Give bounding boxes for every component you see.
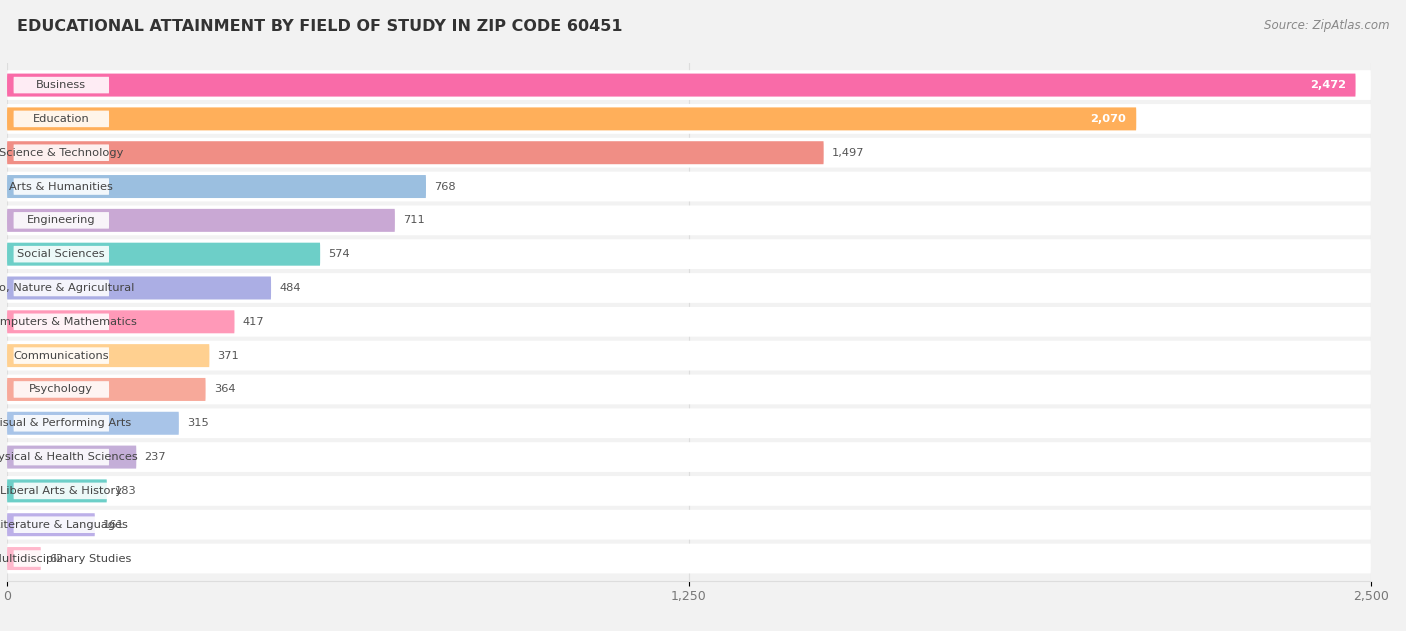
FancyBboxPatch shape <box>14 110 110 127</box>
FancyBboxPatch shape <box>7 544 1371 574</box>
FancyBboxPatch shape <box>7 104 1371 134</box>
Text: 1,497: 1,497 <box>832 148 865 158</box>
Text: Education: Education <box>32 114 90 124</box>
FancyBboxPatch shape <box>7 307 1371 337</box>
FancyBboxPatch shape <box>7 74 1355 97</box>
Text: Science & Technology: Science & Technology <box>0 148 124 158</box>
Text: Psychology: Psychology <box>30 384 93 394</box>
Text: 2,070: 2,070 <box>1091 114 1126 124</box>
Text: 574: 574 <box>329 249 350 259</box>
FancyBboxPatch shape <box>7 378 205 401</box>
FancyBboxPatch shape <box>7 138 1371 168</box>
FancyBboxPatch shape <box>14 449 110 465</box>
FancyBboxPatch shape <box>14 415 110 432</box>
Text: 371: 371 <box>218 351 239 361</box>
Text: Engineering: Engineering <box>27 215 96 225</box>
FancyBboxPatch shape <box>7 107 1136 131</box>
FancyBboxPatch shape <box>7 375 1371 404</box>
Text: 315: 315 <box>187 418 209 428</box>
FancyBboxPatch shape <box>14 347 110 364</box>
FancyBboxPatch shape <box>7 476 1371 506</box>
FancyBboxPatch shape <box>7 341 1371 370</box>
FancyBboxPatch shape <box>14 246 110 262</box>
FancyBboxPatch shape <box>7 273 1371 303</box>
FancyBboxPatch shape <box>7 412 179 435</box>
Text: 711: 711 <box>404 215 425 225</box>
Text: Liberal Arts & History: Liberal Arts & History <box>0 486 122 496</box>
FancyBboxPatch shape <box>14 179 110 195</box>
Text: 484: 484 <box>280 283 301 293</box>
FancyBboxPatch shape <box>7 547 41 570</box>
FancyBboxPatch shape <box>7 310 235 333</box>
Text: EDUCATIONAL ATTAINMENT BY FIELD OF STUDY IN ZIP CODE 60451: EDUCATIONAL ATTAINMENT BY FIELD OF STUDY… <box>17 19 623 34</box>
Text: Social Sciences: Social Sciences <box>17 249 105 259</box>
Text: 768: 768 <box>434 182 456 192</box>
FancyBboxPatch shape <box>7 206 1371 235</box>
FancyBboxPatch shape <box>7 175 426 198</box>
Text: 364: 364 <box>214 384 235 394</box>
Text: Source: ZipAtlas.com: Source: ZipAtlas.com <box>1264 19 1389 32</box>
FancyBboxPatch shape <box>14 314 110 330</box>
Text: Physical & Health Sciences: Physical & Health Sciences <box>0 452 138 462</box>
Text: 62: 62 <box>49 553 63 563</box>
FancyBboxPatch shape <box>7 209 395 232</box>
Text: 237: 237 <box>145 452 166 462</box>
Text: Visual & Performing Arts: Visual & Performing Arts <box>0 418 131 428</box>
FancyBboxPatch shape <box>14 144 110 161</box>
Text: 2,472: 2,472 <box>1310 80 1346 90</box>
FancyBboxPatch shape <box>7 510 1371 540</box>
FancyBboxPatch shape <box>14 212 110 228</box>
FancyBboxPatch shape <box>7 239 1371 269</box>
FancyBboxPatch shape <box>7 408 1371 438</box>
FancyBboxPatch shape <box>7 513 94 536</box>
FancyBboxPatch shape <box>7 344 209 367</box>
Text: Bio, Nature & Agricultural: Bio, Nature & Agricultural <box>0 283 135 293</box>
Text: Computers & Mathematics: Computers & Mathematics <box>0 317 138 327</box>
FancyBboxPatch shape <box>7 70 1371 100</box>
Text: Communications: Communications <box>14 351 110 361</box>
FancyBboxPatch shape <box>14 483 110 499</box>
FancyBboxPatch shape <box>7 276 271 300</box>
Text: 183: 183 <box>115 486 136 496</box>
Text: Literature & Languages: Literature & Languages <box>0 520 128 529</box>
Text: 161: 161 <box>103 520 125 529</box>
FancyBboxPatch shape <box>7 445 136 469</box>
FancyBboxPatch shape <box>14 516 110 533</box>
FancyBboxPatch shape <box>7 172 1371 201</box>
FancyBboxPatch shape <box>14 77 110 93</box>
Text: 417: 417 <box>243 317 264 327</box>
FancyBboxPatch shape <box>7 480 107 502</box>
Text: Multidisciplinary Studies: Multidisciplinary Studies <box>0 553 131 563</box>
FancyBboxPatch shape <box>14 550 110 567</box>
Text: Arts & Humanities: Arts & Humanities <box>10 182 114 192</box>
FancyBboxPatch shape <box>14 381 110 398</box>
FancyBboxPatch shape <box>7 141 824 164</box>
FancyBboxPatch shape <box>7 243 321 266</box>
Text: Business: Business <box>37 80 86 90</box>
FancyBboxPatch shape <box>14 280 110 297</box>
FancyBboxPatch shape <box>7 442 1371 472</box>
